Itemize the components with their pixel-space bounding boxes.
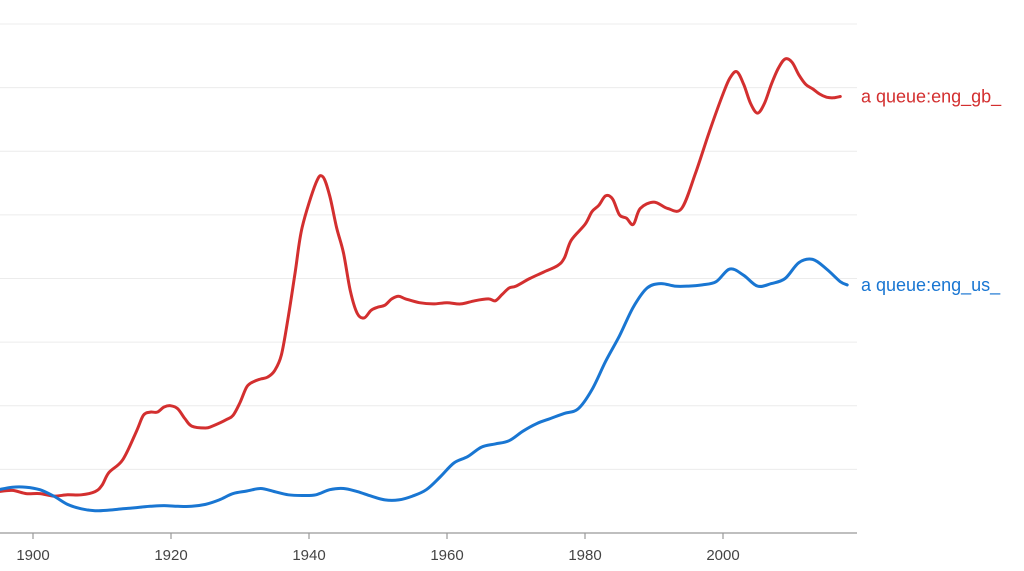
series-line-eng-us[interactable] bbox=[0, 257, 849, 513]
x-tick-label: 1920 bbox=[154, 547, 187, 564]
x-tick-label: 2000 bbox=[706, 547, 739, 564]
series-group bbox=[0, 57, 849, 513]
series-labels: a queue:eng_gb_a queue:eng_us_ bbox=[861, 87, 1002, 296]
x-tick-label: 1900 bbox=[16, 547, 49, 564]
series-label-eng-us[interactable]: a queue:eng_us_ bbox=[861, 275, 1001, 296]
series-label-eng-gb[interactable]: a queue:eng_gb_ bbox=[861, 87, 1002, 108]
x-tick-label: 1980 bbox=[568, 547, 601, 564]
gridlines bbox=[0, 23, 857, 470]
x-axis-ticks: 1900 1920 1940 1960 1980 2000 bbox=[16, 533, 740, 564]
series-line-eng-gb[interactable] bbox=[0, 57, 842, 498]
x-tick-label: 1960 bbox=[430, 547, 463, 564]
x-tick-label: 1940 bbox=[292, 547, 325, 564]
